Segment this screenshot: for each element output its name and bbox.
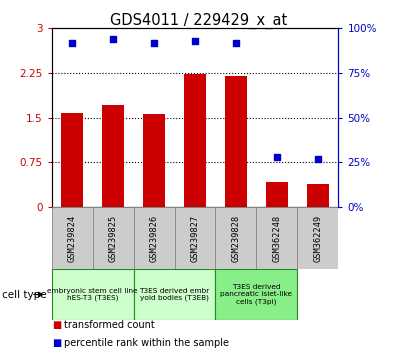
Point [315, 156, 321, 162]
Bar [184, 74, 206, 207]
Point [192, 38, 198, 44]
Point [274, 154, 280, 160]
Point [233, 40, 239, 45]
Text: GSM239826: GSM239826 [150, 215, 158, 262]
Text: GDS4011 / 229429_x_at: GDS4011 / 229429_x_at [110, 12, 288, 29]
Bar [225, 76, 247, 207]
Text: GSM362248: GSM362248 [272, 215, 281, 262]
Bar [306, 184, 329, 207]
Text: T3ES derived
pancreatic islet-like
cells (T3pi): T3ES derived pancreatic islet-like cells… [220, 285, 293, 305]
Bar [256, 207, 297, 269]
Text: embryonic stem cell line
hES-T3 (T3ES): embryonic stem cell line hES-T3 (T3ES) [47, 288, 138, 302]
Bar [52, 207, 93, 269]
Bar [134, 269, 215, 320]
Text: transformed count: transformed count [64, 320, 154, 330]
Text: GSM239828: GSM239828 [232, 215, 240, 262]
Bar [175, 207, 215, 269]
Text: GSM239825: GSM239825 [109, 215, 118, 262]
Bar [215, 269, 297, 320]
Text: T3ES derived embr
yoid bodies (T3EB): T3ES derived embr yoid bodies (T3EB) [139, 288, 210, 302]
Text: ■: ■ [52, 320, 61, 330]
Point [69, 40, 75, 45]
Bar [143, 114, 165, 207]
Bar [93, 207, 134, 269]
Bar [215, 207, 256, 269]
Text: cell type: cell type [2, 290, 47, 299]
Bar [52, 269, 134, 320]
Bar [102, 104, 125, 207]
Bar [297, 207, 338, 269]
Point [110, 36, 116, 42]
Text: ■: ■ [52, 338, 61, 348]
Text: GSM239824: GSM239824 [68, 215, 77, 262]
Text: GSM362249: GSM362249 [313, 215, 322, 262]
Text: GSM239827: GSM239827 [191, 215, 199, 262]
Bar [61, 113, 84, 207]
Bar [134, 207, 175, 269]
Point [151, 40, 157, 45]
Text: percentile rank within the sample: percentile rank within the sample [64, 338, 229, 348]
Bar [265, 182, 288, 207]
